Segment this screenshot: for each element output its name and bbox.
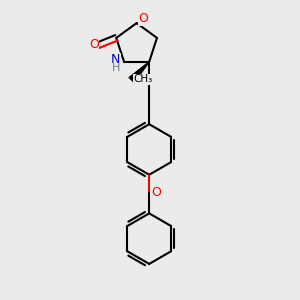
Text: O: O xyxy=(138,12,148,25)
Text: O: O xyxy=(151,186,161,199)
Text: N: N xyxy=(111,53,120,66)
Polygon shape xyxy=(129,62,149,82)
Text: O: O xyxy=(89,38,99,51)
Text: H: H xyxy=(112,63,120,73)
Text: CH₃: CH₃ xyxy=(133,74,152,84)
